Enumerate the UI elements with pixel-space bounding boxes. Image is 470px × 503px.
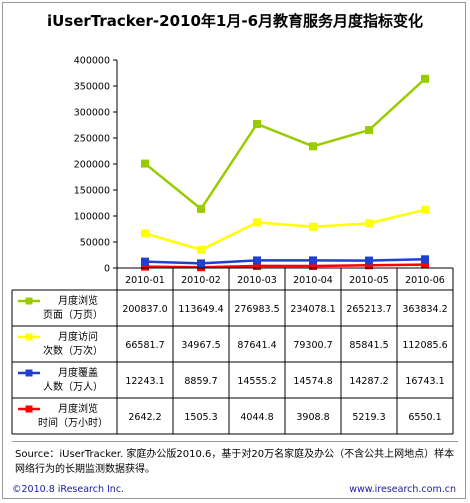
- data-cell: 265213.7: [346, 304, 391, 315]
- legend-marker: [25, 405, 33, 413]
- copyright-text: ©2010.8 iResearch Inc.: [12, 484, 125, 495]
- data-point: [309, 261, 317, 270]
- series-label-line1: 月度浏览: [58, 294, 98, 307]
- y-tick-label: 0: [104, 264, 110, 275]
- data-point: [141, 159, 149, 168]
- category-label: 2010-05: [349, 275, 389, 286]
- y-tick-label: 350000: [74, 82, 110, 93]
- data-point: [421, 74, 429, 83]
- data-cell: 85841.5: [349, 340, 388, 351]
- legend-marker: [25, 297, 33, 305]
- data-point: [309, 222, 317, 231]
- data-point: [253, 256, 261, 265]
- series-label-line2: 页面（万页）: [43, 309, 103, 321]
- data-cell: 363834.2: [402, 304, 447, 315]
- series-label-line1: 月度覆盖: [58, 366, 98, 379]
- data-point: [197, 259, 205, 268]
- legend-marker: [25, 369, 33, 377]
- series-line: [144, 208, 426, 252]
- data-point: [421, 205, 429, 214]
- y-tick-label: 150000: [74, 186, 110, 197]
- line-chart: 0 50000 100000 150000 200000 250000 300000 3500…: [11, 56, 454, 435]
- y-tick-label: 300000: [74, 108, 110, 119]
- data-point: [141, 262, 149, 271]
- data-cell: 79300.7: [293, 340, 332, 351]
- data-cell: 14287.2: [349, 376, 388, 387]
- y-tick-label: 400000: [74, 56, 110, 67]
- data-cell: 112085.6: [402, 340, 447, 351]
- series-line: [144, 263, 426, 269]
- data-cell: 14555.2: [237, 376, 276, 387]
- chart-frame: [2, 2, 466, 499]
- series-label-line2: 次数（万次）: [43, 344, 103, 357]
- series-label-line1: 月度浏览: [58, 402, 98, 415]
- data-cell: 2642.2: [128, 412, 161, 423]
- series-label-line2: 人数（万人）: [43, 380, 103, 393]
- data-cell: 1505.3: [184, 412, 217, 423]
- data-cell: 5219.3: [352, 412, 385, 423]
- data-point: [365, 256, 373, 265]
- chart-title: iUserTracker-2010年1月-6月教育服务月度指标变化: [46, 12, 424, 30]
- data-point: [141, 229, 149, 238]
- data-point: [309, 142, 317, 151]
- data-point: [197, 245, 205, 254]
- category-label: 2010-01: [125, 275, 165, 286]
- data-cell: 113649.4: [178, 304, 223, 315]
- series-label-line1: 月度访问: [58, 330, 98, 343]
- series-line: [144, 77, 426, 211]
- data-cell: 4044.8: [240, 412, 273, 423]
- series-line: [144, 258, 426, 265]
- category-label: 2010-03: [237, 275, 277, 286]
- website-text: www.iresearch.com.cn: [349, 484, 456, 495]
- data-point: [141, 257, 149, 266]
- data-cell: 234078.1: [290, 304, 335, 315]
- category-label: 2010-04: [293, 275, 333, 286]
- data-point: [309, 256, 317, 265]
- data-point: [253, 218, 261, 227]
- data-cell: 3908.8: [296, 412, 329, 423]
- data-point: [421, 255, 429, 264]
- source-separator: [12, 441, 458, 442]
- legend-marker: [25, 333, 33, 341]
- y-tick-label: 50000: [80, 238, 110, 249]
- y-tick-label: 100000: [74, 212, 110, 223]
- data-cell: 34967.5: [181, 340, 220, 351]
- data-point: [253, 119, 261, 128]
- category-label: 2010-06: [405, 275, 445, 286]
- data-point: [421, 260, 429, 269]
- data-cell: 87641.4: [237, 340, 276, 351]
- data-cell: 14574.8: [293, 376, 332, 387]
- source-note: Source：iUserTracker. 家庭办公版2010.6，基于对20万名…: [15, 449, 455, 475]
- data-cell: 16743.1: [405, 376, 444, 387]
- y-tick-label: 200000: [74, 160, 110, 171]
- data-cell: 8859.7: [184, 376, 217, 387]
- data-point: [365, 261, 373, 270]
- data-cell: 276983.5: [234, 304, 279, 315]
- data-point: [253, 261, 261, 270]
- data-point: [197, 204, 205, 213]
- series-label-line2: 时间（万小时）: [38, 416, 108, 429]
- data-cell: 66581.7: [125, 340, 164, 351]
- data-cell: 6550.1: [408, 412, 441, 423]
- y-tick-label: 250000: [74, 134, 110, 145]
- data-cell: 12243.1: [125, 376, 164, 387]
- category-label: 2010-02: [181, 275, 221, 286]
- data-point: [365, 219, 373, 228]
- data-cell: 200837.0: [122, 304, 167, 315]
- data-point: [365, 126, 373, 135]
